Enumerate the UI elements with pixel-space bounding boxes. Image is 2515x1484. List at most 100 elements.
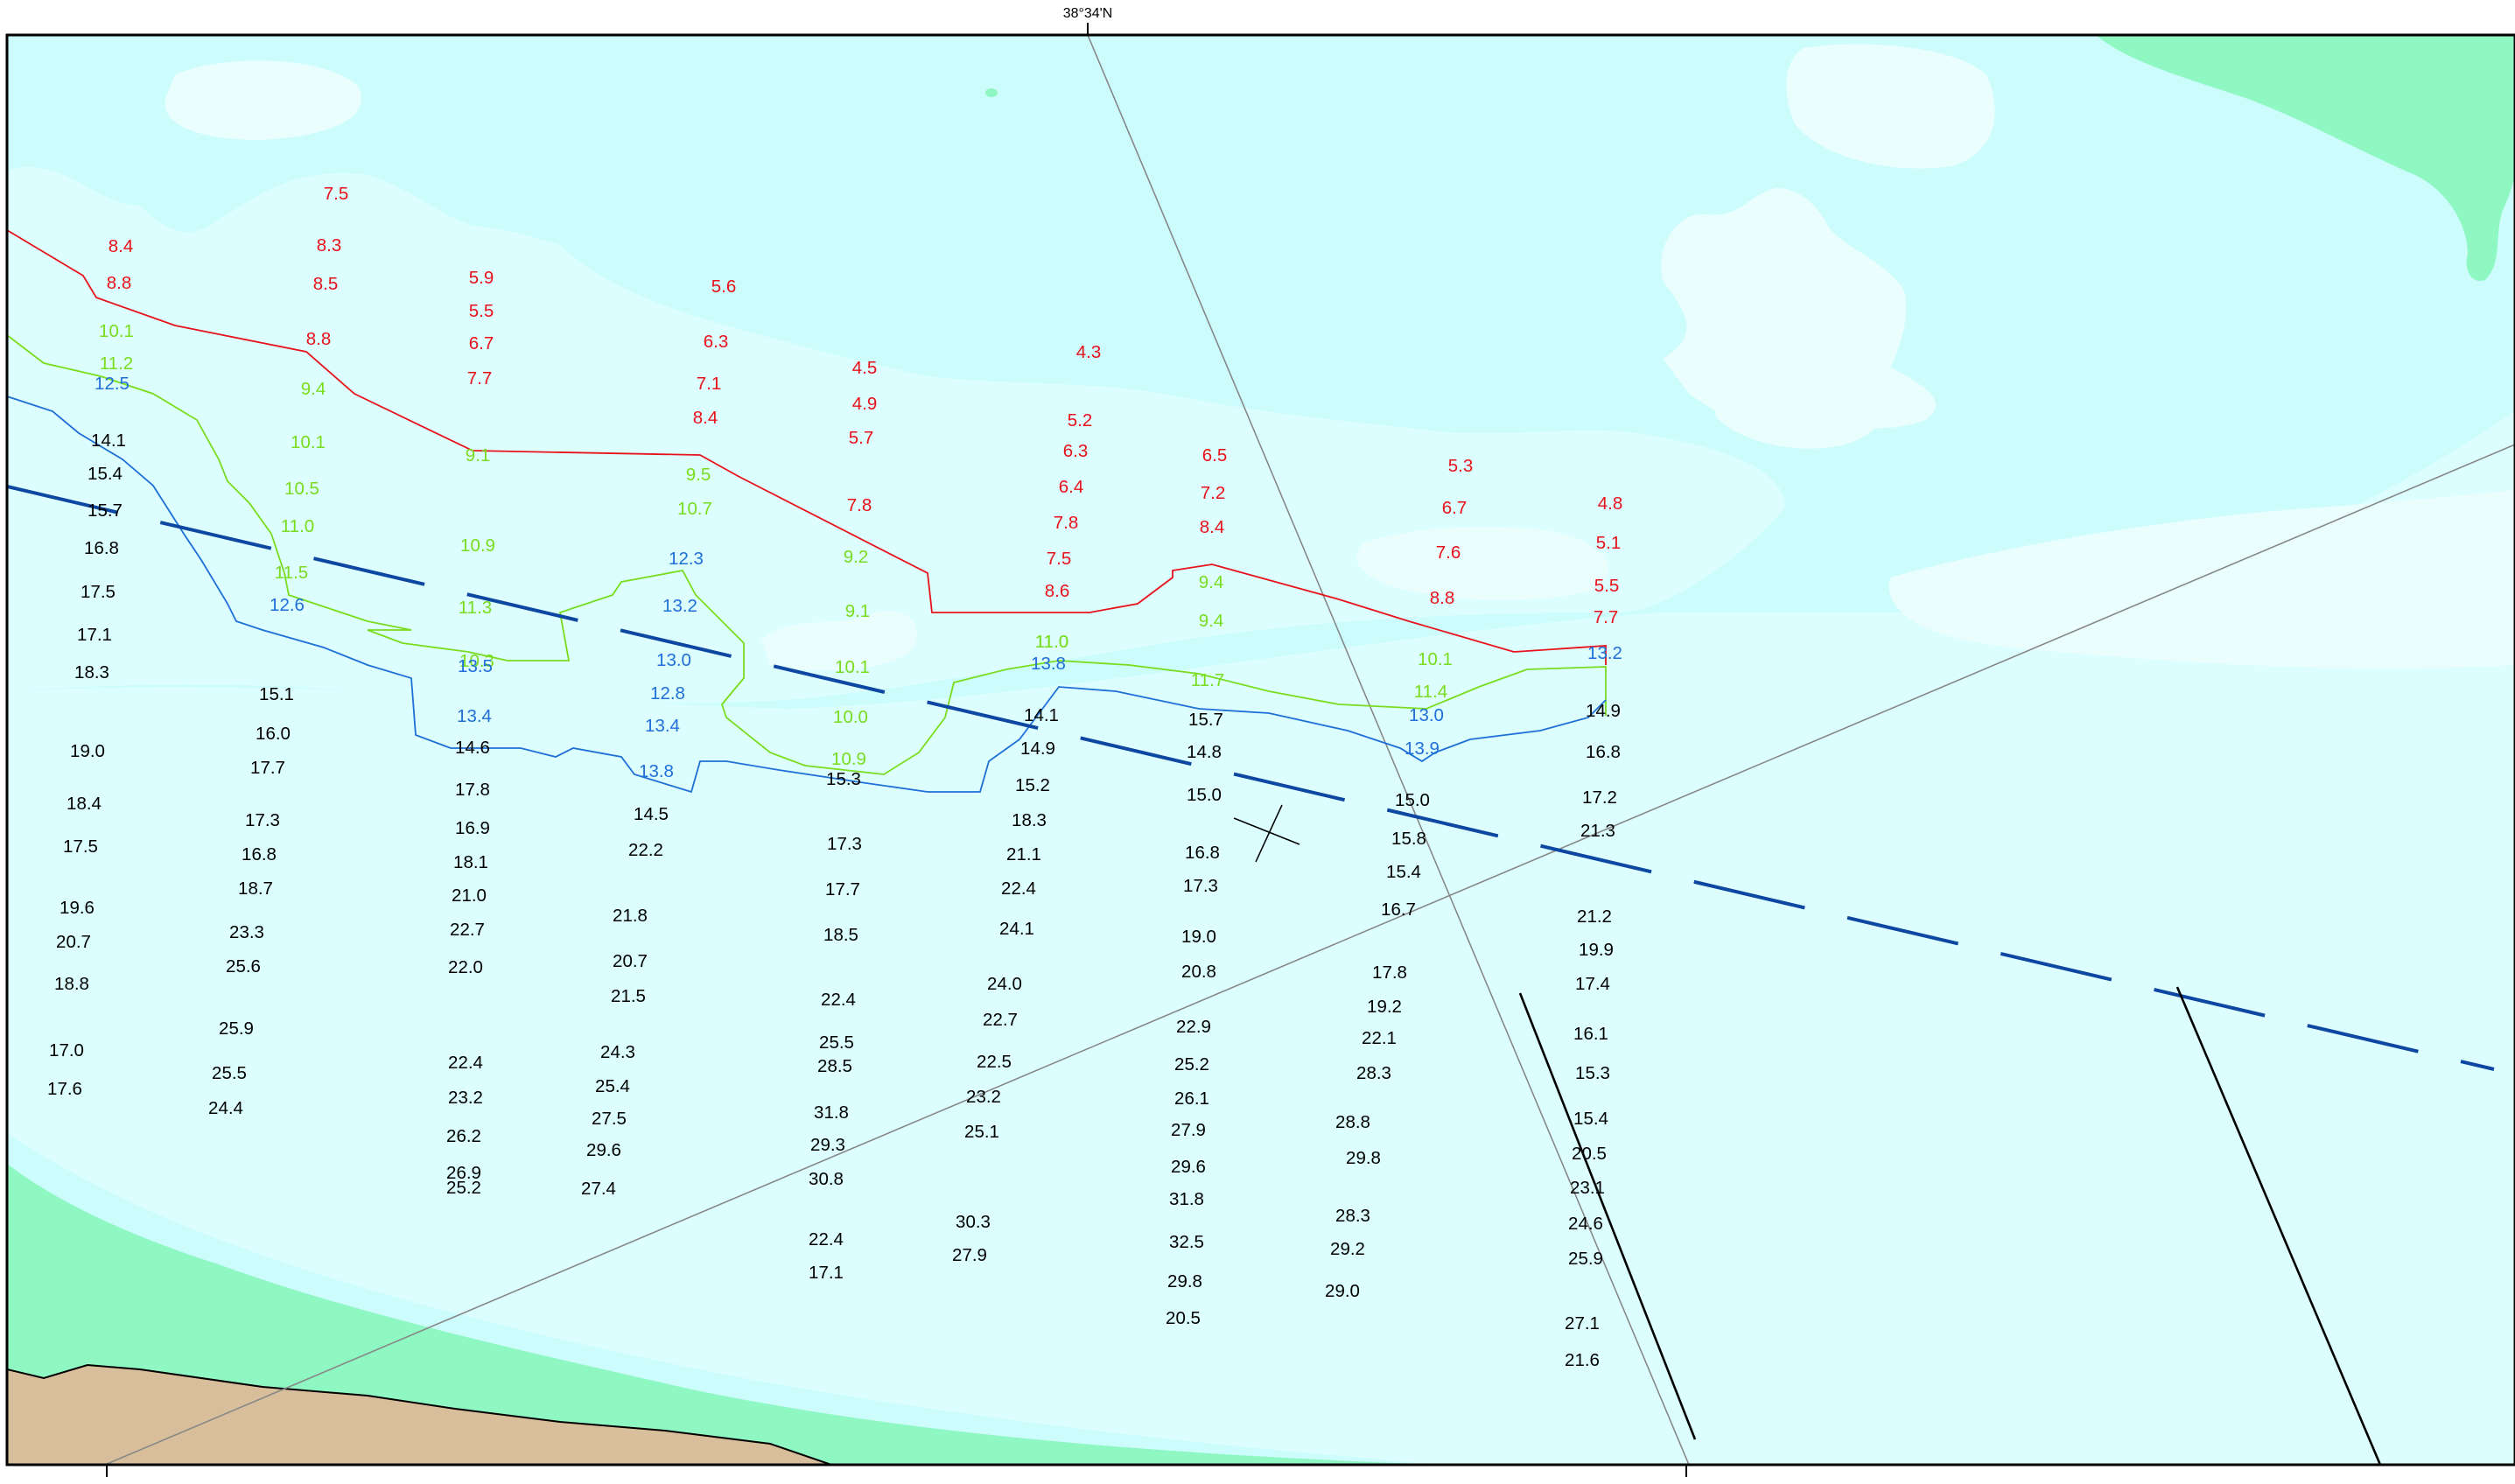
depth-sounding-red: 8.5 <box>313 274 339 294</box>
depth-sounding-red: 7.5 <box>1047 549 1072 569</box>
depth-sounding-red: 8.6 <box>1045 581 1070 601</box>
depth-sounding-black: 15.4 <box>88 464 123 484</box>
depth-sounding-green: 9.4 <box>301 379 326 399</box>
land-southwest <box>7 1164 1444 1465</box>
depth-sounding-black: 22.5 <box>977 1052 1012 1072</box>
depth-sounding-black: 28.5 <box>817 1056 852 1076</box>
depth-sounding-black: 20.7 <box>56 932 91 952</box>
map-frame <box>5 33 2515 1466</box>
depth-sounding-black: 17.8 <box>1372 962 1407 983</box>
depth-sounding-black: 17.8 <box>455 780 490 800</box>
islet <box>985 88 998 97</box>
depth-sounding-black: 27.1 <box>1565 1313 1600 1334</box>
depth-sounding-red: 7.5 <box>324 184 349 204</box>
depth-sounding-black: 29.3 <box>810 1135 845 1155</box>
depth-sounding-black: 32.5 <box>1169 1232 1204 1252</box>
depth-sounding-black: 31.8 <box>1169 1189 1204 1209</box>
depth-sounding-black: 21.3 <box>1580 821 1615 841</box>
depth-sounding-black: 25.6 <box>226 956 261 976</box>
depth-sounding-black: 15.1 <box>259 684 294 704</box>
depth-sounding-black: 17.2 <box>1582 788 1617 808</box>
depth-sounding-blue: 13.4 <box>457 706 492 726</box>
shallow-water-area <box>7 166 1785 704</box>
depth-soundings: 7.5 8.4 8.3 8.8 8.5 5.9 5.6 5.5 8.8 6.7 6.3 4.3 4.5 7… <box>47 184 1622 1370</box>
depth-sounding-blue: 13.9 <box>1405 738 1440 759</box>
depth-sounding-black: 24.1 <box>999 919 1034 939</box>
depth-sounding-black: 17.5 <box>63 836 98 857</box>
depth-sounding-black: 15.7 <box>88 500 123 521</box>
depth-sounding-black: 14.1 <box>1024 705 1059 725</box>
depth-sounding-red: 7.7 <box>1594 607 1619 627</box>
depth-sounding-red: 8.8 <box>306 329 332 349</box>
depth-sounding-black: 21.8 <box>613 906 648 926</box>
depth-sounding-black: 15.8 <box>1391 829 1426 849</box>
depth-sounding-black: 22.7 <box>983 1010 1018 1030</box>
pale-patch-east <box>1661 188 1937 430</box>
depth-contour-green <box>7 334 1607 775</box>
depth-sounding-black: 22.4 <box>1001 878 1036 899</box>
depth-sounding-black: 18.7 <box>238 878 273 899</box>
depth-sounding-green: 9.2 <box>844 547 869 567</box>
depth-sounding-black: 25.9 <box>1568 1249 1603 1269</box>
depth-sounding-black: 18.3 <box>1012 810 1047 830</box>
depth-sounding-black: 24.3 <box>600 1042 635 1062</box>
depth-sounding-black: 27.9 <box>1171 1120 1206 1140</box>
depth-sounding-black: 28.3 <box>1356 1063 1391 1083</box>
depth-sounding-black: 22.4 <box>448 1053 483 1073</box>
depth-sounding-black: 16.8 <box>1185 843 1220 863</box>
depth-sounding-black: 29.2 <box>1330 1239 1365 1259</box>
depth-sounding-black: 18.3 <box>74 662 109 682</box>
depth-sounding-red: 7.7 <box>467 368 493 388</box>
depth-sounding-black: 14.9 <box>1020 738 1055 759</box>
depth-sounding-red: 7.2 <box>1201 483 1226 503</box>
depth-sounding-black: 16.0 <box>256 724 291 744</box>
depth-sounding-blue: 13.8 <box>1031 654 1066 674</box>
depth-sounding-black: 14.6 <box>455 738 490 758</box>
depth-sounding-black: 16.8 <box>84 538 119 558</box>
land-northeast <box>2096 35 2515 281</box>
depth-sounding-blue: 13.2 <box>662 596 697 616</box>
depth-sounding-black: 19.6 <box>60 898 95 918</box>
depth-sounding-green: 9.1 <box>466 445 491 466</box>
depth-sounding-green: 9.4 <box>1199 611 1224 631</box>
depth-sounding-black: 14.5 <box>634 804 669 824</box>
depth-sounding-black: 23.2 <box>966 1087 1001 1107</box>
depth-sounding-red: 8.4 <box>1200 517 1225 537</box>
depth-sounding-black: 25.9 <box>219 1018 254 1039</box>
depth-sounding-black: 21.2 <box>1577 906 1612 927</box>
depth-sounding-black: 26.1 <box>1174 1088 1209 1109</box>
depth-sounding-black: 16.9 <box>455 818 490 838</box>
depth-sounding-green: 10.1 <box>835 657 870 677</box>
depth-sounding-green: 11.0 <box>281 516 314 536</box>
depth-sounding-green: 10.1 <box>291 432 326 452</box>
depth-sounding-black: 17.3 <box>245 810 280 830</box>
depth-sounding-blue: 12.5 <box>95 374 130 394</box>
depth-sounding-red: 6.7 <box>1442 498 1468 518</box>
depth-sounding-black: 22.4 <box>821 990 856 1010</box>
depth-sounding-black: 29.8 <box>1346 1148 1381 1168</box>
depth-sounding-black: 21.0 <box>452 886 487 906</box>
depth-sounding-black: 14.9 <box>1586 701 1621 721</box>
depth-sounding-black: 26.9 <box>446 1163 481 1183</box>
depth-sounding-red: 4.3 <box>1076 342 1102 362</box>
depth-sounding-black: 28.8 <box>1335 1112 1370 1132</box>
depth-sounding-black: 17.7 <box>250 758 285 778</box>
latitude-label: 38°34'N <box>1063 6 1113 21</box>
depth-sounding-black: 26.2 <box>446 1126 481 1146</box>
depth-sounding-red: 8.8 <box>107 273 132 293</box>
depth-sounding-black: 17.5 <box>81 582 116 602</box>
depth-sounding-green: 10.1 <box>1418 649 1453 669</box>
depth-sounding-black: 15.3 <box>1575 1063 1610 1083</box>
depth-sounding-black: 15.4 <box>1386 862 1421 882</box>
depth-sounding-black: 22.1 <box>1362 1028 1397 1048</box>
depth-sounding-black: 30.8 <box>809 1169 844 1189</box>
depth-sounding-red: 5.6 <box>711 276 737 297</box>
depth-sounding-black: 15.0 <box>1395 790 1430 810</box>
depth-sounding-black: 19.0 <box>70 741 105 761</box>
depth-sounding-black: 22.0 <box>448 957 483 977</box>
depth-sounding-black: 23.1 <box>1570 1178 1605 1198</box>
depth-sounding-green: 10.3 <box>459 651 494 671</box>
depth-sounding-black: 21.6 <box>1565 1350 1600 1370</box>
